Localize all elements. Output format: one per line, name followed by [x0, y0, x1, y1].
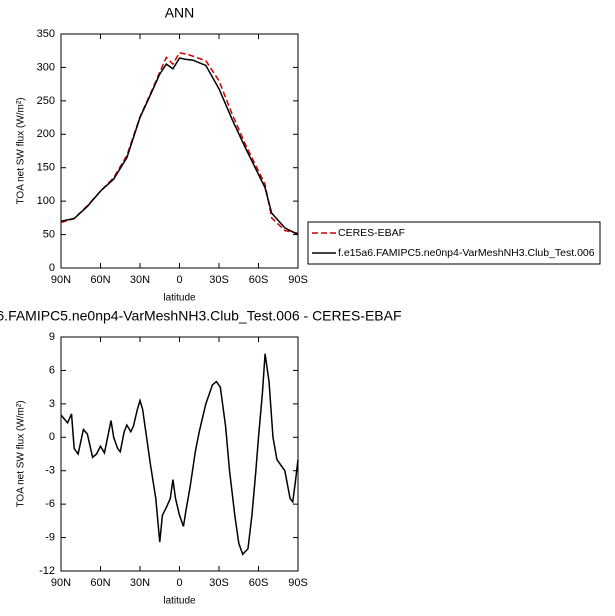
x-tick-label: 60N	[90, 274, 110, 286]
x-tick-label: 90S	[288, 274, 308, 286]
y-tick-label: 200	[37, 128, 55, 140]
y-tick-label: 0	[49, 262, 55, 274]
x-tick-label: 90N	[51, 577, 71, 589]
y-axis-label: TOA net SW flux (W/m²)	[16, 97, 27, 204]
x-tick-label: 0	[176, 274, 182, 286]
legend-box	[307, 221, 601, 265]
x-tick-label: 60S	[249, 274, 269, 286]
data-line	[60, 51, 299, 234]
y-tick-label: 150	[37, 162, 55, 174]
x-tick-label: 30N	[130, 577, 150, 589]
chart-title: ANN	[165, 5, 195, 21]
y-tick-label: 350	[37, 28, 55, 40]
y-tick-label: -6	[45, 498, 55, 510]
y-tick-label: 9	[49, 331, 55, 343]
x-tick-label: 90N	[51, 274, 71, 286]
y-tick-label: 0	[49, 431, 55, 443]
x-tick-label: 60N	[90, 577, 110, 589]
x-axis-label: latitude	[163, 596, 196, 607]
x-axis-label: latitude	[163, 293, 196, 304]
legend-label: f.e15a6.FAMIPC5.ne0np4-VarMeshNH3.Club_T…	[338, 247, 595, 259]
x-tick-label: 0	[176, 577, 182, 589]
y-tick-label: 3	[49, 398, 55, 410]
x-tick-label: 30S	[209, 274, 229, 286]
x-tick-label: 30N	[130, 274, 150, 286]
legend-label: CERES-EBAF	[338, 227, 405, 239]
x-tick-label: 90S	[288, 577, 308, 589]
data-line	[60, 353, 299, 556]
x-tick-label: 30S	[209, 577, 229, 589]
plot-frame	[60, 33, 299, 269]
y-tick-label: 50	[43, 228, 55, 240]
y-tick-label: -9	[45, 531, 55, 543]
y-tick-label: 300	[37, 61, 55, 73]
y-tick-label: 100	[37, 195, 55, 207]
data-line	[60, 57, 299, 236]
y-tick-label: -3	[45, 465, 55, 477]
y-axis-label: TOA net SW flux (W/m²)	[16, 400, 27, 507]
chart-title: f.e15a6.FAMIPC5.ne0np4-VarMeshNH3.Club_T…	[0, 308, 402, 324]
y-tick-label: -12	[39, 565, 55, 577]
y-tick-label: 6	[49, 364, 55, 376]
x-tick-label: 60S	[249, 577, 269, 589]
y-tick-label: 250	[37, 95, 55, 107]
